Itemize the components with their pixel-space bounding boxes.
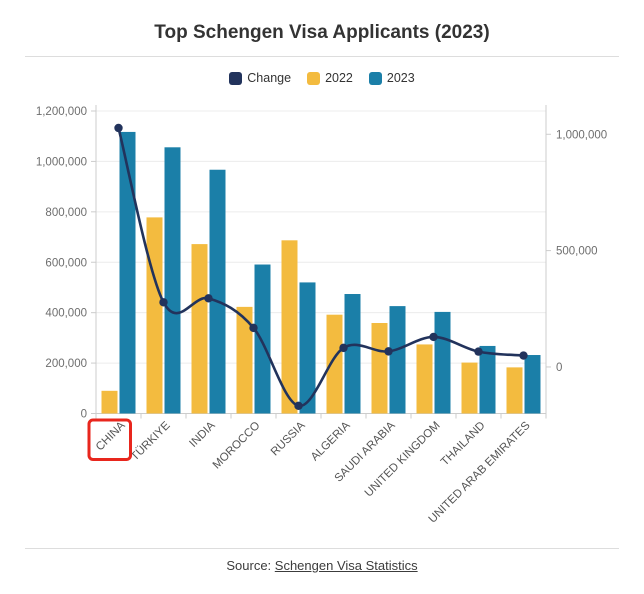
year-2023-swatch-icon <box>368 71 382 85</box>
right-axis-label: 1,000,000 <box>556 129 607 141</box>
bar-2023-india <box>209 169 226 414</box>
left-axis-label: 1,200,000 <box>36 106 87 118</box>
change-point-saudi-arabia <box>384 347 393 356</box>
bar-2022-china <box>101 390 118 414</box>
right-axis-label: 0 <box>556 362 562 374</box>
legend-label-2023: 2023 <box>386 71 415 85</box>
legend: Change 2022 2023 <box>0 71 644 85</box>
bar-2023-russia <box>299 282 316 414</box>
x-label-morocco[interactable]: MOROCCO <box>211 420 263 472</box>
left-axis-label: 600,000 <box>45 257 87 269</box>
bar-2023-united-kingdom <box>434 311 451 414</box>
bar-2022-saudi-arabia <box>371 323 388 414</box>
change-swatch-icon <box>229 71 243 85</box>
legend-item-2022[interactable]: 2022 <box>307 71 353 85</box>
right-axis-label: 500,000 <box>556 246 598 258</box>
bar-2023-türkiye <box>164 147 181 414</box>
bar-2023-algeria <box>344 294 361 414</box>
source-line: Source: Schengen Visa Statistics <box>0 558 644 573</box>
highlight-box <box>87 418 132 461</box>
legend-item-2023[interactable]: 2023 <box>368 71 415 85</box>
left-axis-label: 1,000,000 <box>36 156 87 168</box>
bar-2022-russia <box>281 240 298 414</box>
bar-2023-saudi-arabia <box>389 306 406 414</box>
x-label-algeria[interactable]: ALGERIA <box>309 419 353 463</box>
bar-2022-india <box>191 244 208 414</box>
left-axis-label: 0 <box>81 409 87 421</box>
bar-2022-united-arab-emirates <box>506 367 523 414</box>
bar-2023-united-arab-emirates <box>524 355 541 414</box>
left-axis-label: 800,000 <box>45 207 87 219</box>
left-axis-label: 200,000 <box>45 358 87 370</box>
x-label-china[interactable]: CHINA <box>94 419 128 453</box>
change-point-china <box>114 123 123 133</box>
x-label-russia[interactable]: RUSSIA <box>269 419 308 458</box>
change-point-india <box>204 294 213 303</box>
legend-label-change: Change <box>247 71 292 85</box>
change-point-thailand <box>474 347 483 356</box>
change-point-united-arab-emirates <box>519 351 528 360</box>
bar-2022-united-kingdom <box>416 344 433 414</box>
legend-label-2022: 2022 <box>325 71 353 85</box>
legend-item-change[interactable]: Change <box>229 71 291 85</box>
bar-2023-china <box>119 131 136 414</box>
change-point-united-kingdom <box>429 332 438 342</box>
change-point-türkiye <box>159 298 168 307</box>
footer-divider <box>25 548 619 549</box>
change-point-morocco <box>249 323 258 333</box>
change-point-algeria <box>339 343 348 353</box>
source-link[interactable]: Schengen Visa Statistics <box>274 558 418 573</box>
x-label-thailand[interactable]: THAILAND <box>439 420 488 469</box>
header-divider <box>25 56 619 57</box>
change-point-russia <box>294 401 303 411</box>
bar-2022-türkiye <box>146 217 163 414</box>
bar-2022-algeria <box>326 314 343 414</box>
year-2022-swatch-icon <box>307 71 321 85</box>
x-label-india[interactable]: INDIA <box>187 419 217 449</box>
chart-canvas: 0 200,000 400,000 600,000 800,000 1,000,000 1,… <box>36 105 607 526</box>
bar-2023-thailand <box>479 345 496 414</box>
bar-2022-morocco <box>236 306 253 414</box>
source-prefix: Source: <box>226 558 275 573</box>
bar-2022-thailand <box>461 362 478 414</box>
x-label-türkiye[interactable]: TÜRKIYE <box>129 419 173 463</box>
left-axis-label: 400,000 <box>45 308 87 320</box>
chart-title: Top Schengen Visa Applicants (2023) <box>154 22 490 43</box>
x-label-united-kingdom[interactable]: UNITED KINGDOM <box>363 420 443 500</box>
bar-2023-morocco <box>254 264 271 414</box>
